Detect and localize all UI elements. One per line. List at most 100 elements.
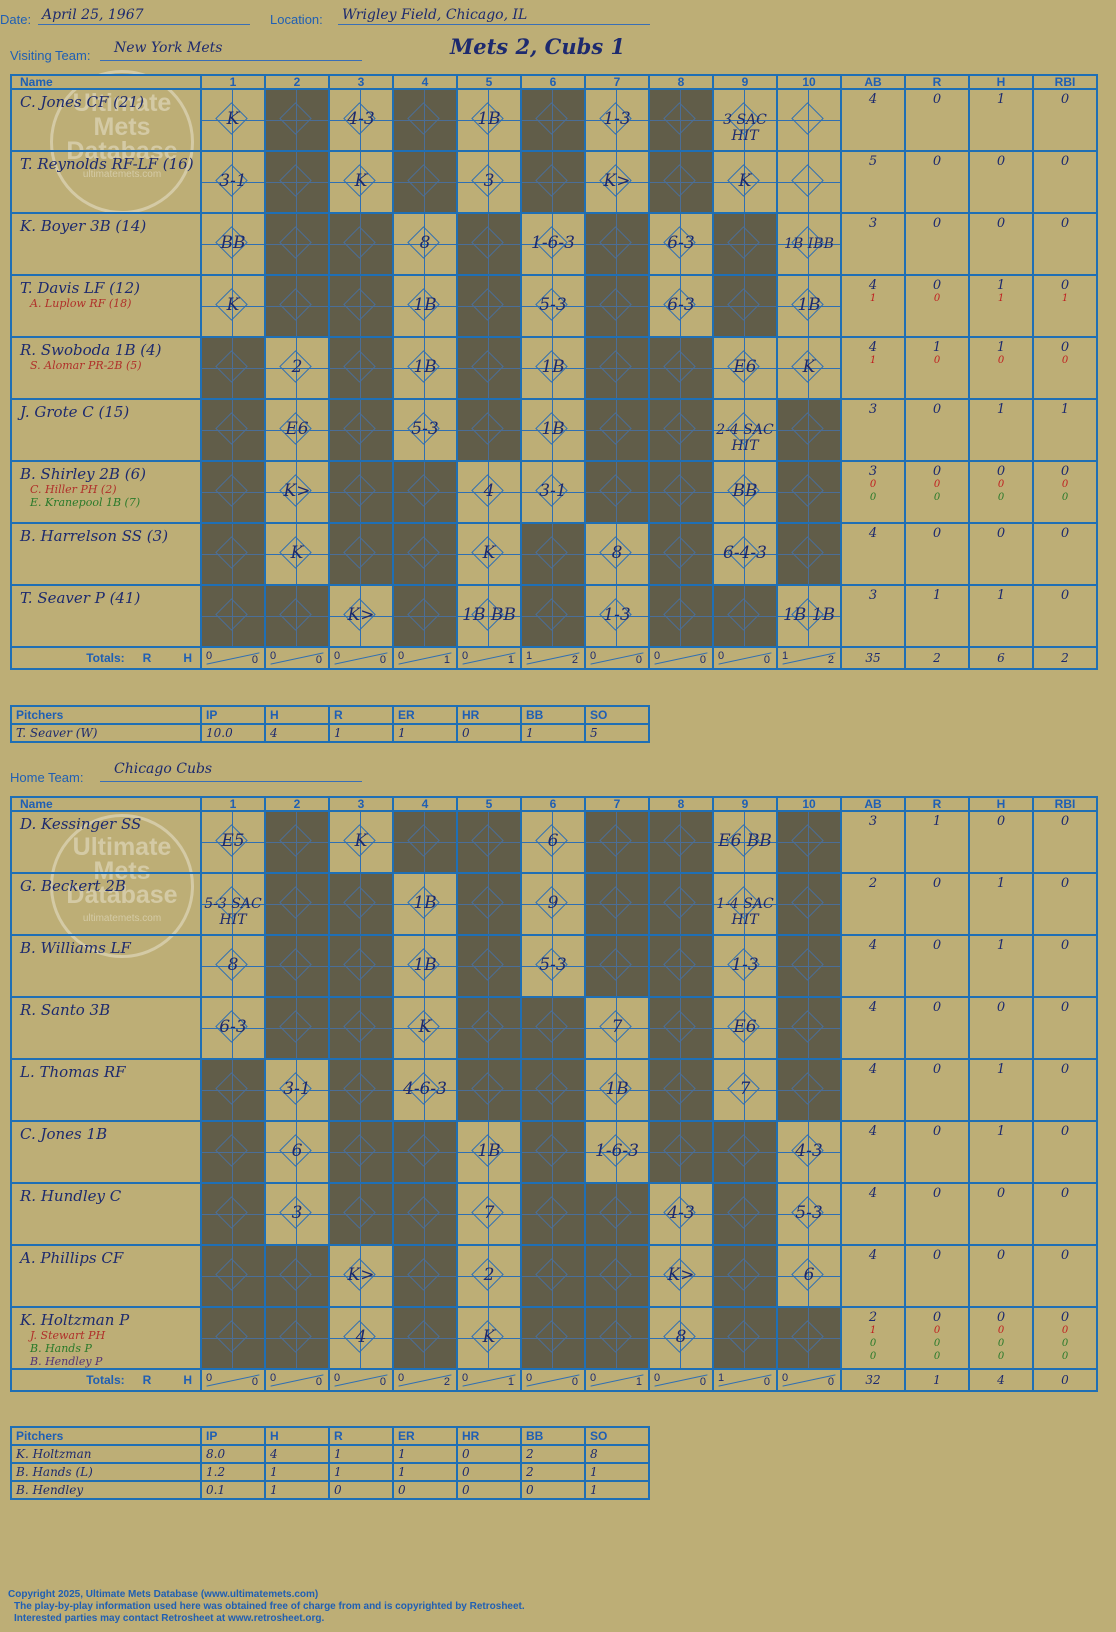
stat-value: 3 bbox=[868, 216, 878, 231]
cell-crossline bbox=[458, 966, 520, 967]
cell-crossline bbox=[680, 338, 681, 398]
cell-crossline bbox=[202, 1152, 264, 1153]
stat-value: 0 bbox=[1060, 588, 1070, 603]
base-diamond bbox=[407, 536, 440, 569]
totals-r-label: R bbox=[142, 1373, 152, 1387]
substitute-name: E. Kranepool 1B (7) bbox=[30, 496, 141, 509]
substitute-stat-value: 0 bbox=[869, 1351, 877, 1362]
column-header-inning-7: 7 bbox=[584, 796, 650, 812]
base-diamond bbox=[663, 886, 696, 919]
play-result: 4-3 bbox=[667, 1203, 695, 1223]
substitute-name: S. Alomar PR-2B (5) bbox=[30, 359, 142, 372]
pitcher-so: 1 bbox=[584, 1462, 650, 1482]
cell-crossline bbox=[488, 1122, 489, 1182]
at-bat-cell bbox=[520, 1058, 586, 1122]
stat-h: 0 bbox=[968, 1182, 1034, 1246]
stat-value: 0 bbox=[932, 1062, 942, 1077]
cell-crossline bbox=[744, 400, 745, 460]
cell-crossline bbox=[586, 430, 648, 431]
at-bat-cell bbox=[648, 810, 714, 874]
cell-crossline bbox=[424, 1122, 425, 1182]
play-result: 1-3 bbox=[603, 109, 631, 129]
at-bat-cell bbox=[776, 398, 842, 462]
play-result: 1-6-3 bbox=[531, 233, 575, 253]
inning-hits: 1 bbox=[507, 654, 514, 666]
at-bat-cell: 1-3 bbox=[712, 934, 778, 998]
stat-value: 0 bbox=[1060, 1062, 1070, 1077]
play-result: 2-4 SAC HIT bbox=[716, 422, 774, 454]
cell-crossline bbox=[586, 842, 648, 843]
cell-crossline bbox=[202, 904, 264, 905]
cell-crossline bbox=[232, 586, 233, 646]
at-bat-cell: K bbox=[200, 88, 266, 152]
totals-label-text: Totals: bbox=[86, 651, 125, 665]
at-bat-cell bbox=[648, 996, 714, 1060]
total-rbi: 2 bbox=[1032, 646, 1098, 670]
at-bat-cell bbox=[200, 336, 266, 400]
stat-value: 4 bbox=[868, 526, 878, 541]
base-diamond bbox=[215, 350, 248, 383]
totals-label-text: Totals: bbox=[86, 1373, 125, 1387]
at-bat-cell bbox=[200, 398, 266, 462]
cell-crossline bbox=[424, 812, 425, 872]
play-result: 1-4 SAC HIT bbox=[716, 896, 774, 928]
cell-crossline bbox=[586, 616, 648, 617]
substitute-stat-value: 0 bbox=[933, 492, 941, 503]
player-name-cell: D. Kessinger SS bbox=[10, 810, 202, 874]
cell-crossline bbox=[424, 214, 425, 274]
play-result: 1B bbox=[541, 419, 565, 439]
at-bat-cell bbox=[520, 996, 586, 1060]
stat-value: 3 bbox=[868, 588, 878, 603]
cell-crossline bbox=[458, 182, 520, 183]
at-bat-cell bbox=[328, 1058, 394, 1122]
play-result: 8 bbox=[419, 233, 431, 253]
pitcher-row: B. Hands (L) 1.2 1 1 1 0 2 1 bbox=[10, 1462, 650, 1482]
cell-crossline bbox=[586, 182, 648, 183]
cell-crossline bbox=[202, 244, 264, 245]
at-bat-cell bbox=[264, 274, 330, 338]
stat-rbi: 0 bbox=[1032, 1182, 1098, 1246]
at-bat-cell: 6-4-3 bbox=[712, 522, 778, 586]
at-bat-cell: 1B bbox=[584, 1058, 650, 1122]
player-name: R. Hundley C bbox=[20, 1187, 122, 1205]
at-bat-cell bbox=[648, 1058, 714, 1122]
cell-crossline bbox=[680, 462, 681, 522]
play-result: 4-3 bbox=[347, 109, 375, 129]
stat-value: 0 bbox=[1060, 938, 1070, 953]
stat-value: 0 bbox=[1060, 92, 1070, 107]
inning-hits: 0 bbox=[763, 1376, 770, 1388]
at-bat-cell bbox=[264, 88, 330, 152]
base-diamond bbox=[599, 948, 632, 981]
at-bat-cell: 6-3 bbox=[200, 996, 266, 1060]
at-bat-cell bbox=[584, 274, 650, 338]
cell-crossline bbox=[680, 936, 681, 996]
play-result: 1B bbox=[541, 357, 565, 377]
stat-r: 0 bbox=[904, 872, 970, 936]
cell-crossline bbox=[458, 1152, 520, 1153]
inning-runs: 0 bbox=[654, 1372, 661, 1384]
stat-rbi: 0 bbox=[1032, 150, 1098, 214]
location-value: Wrigley Field, Chicago, IL bbox=[342, 7, 528, 23]
base-diamond bbox=[279, 598, 312, 631]
pitcher-r: 1 bbox=[328, 723, 394, 743]
cell-crossline bbox=[232, 1122, 233, 1182]
base-diamond bbox=[343, 226, 376, 259]
cell-crossline bbox=[394, 1090, 456, 1091]
at-bat-cell: 1B bbox=[520, 336, 586, 400]
cell-crossline bbox=[360, 90, 361, 150]
cell-crossline bbox=[424, 524, 425, 584]
cell-crossline bbox=[232, 90, 233, 150]
at-bat-cell bbox=[392, 810, 458, 874]
pitcher-er: 1 bbox=[392, 1462, 458, 1482]
game-title: Mets 2, Cubs 1 bbox=[450, 34, 626, 59]
cell-crossline bbox=[552, 276, 553, 336]
at-bat-cell: BB bbox=[200, 212, 266, 276]
cell-crossline bbox=[330, 966, 392, 967]
cell-crossline bbox=[232, 812, 233, 872]
at-bat-cell: K bbox=[392, 996, 458, 1060]
